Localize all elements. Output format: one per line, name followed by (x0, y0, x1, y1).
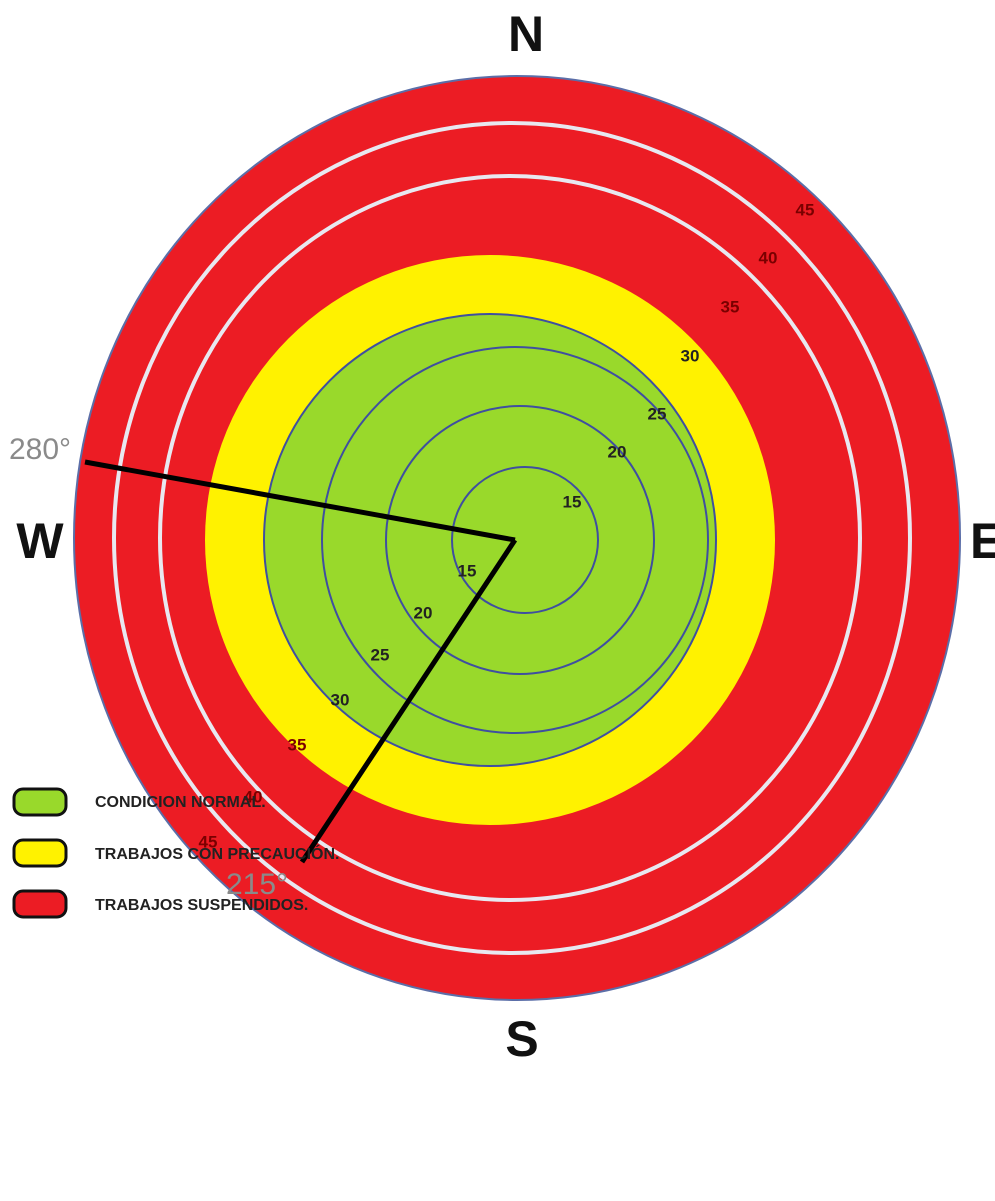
ring-label: 40 (759, 248, 778, 267)
ring-label: 35 (721, 297, 740, 316)
ring-label: 15 (563, 492, 582, 511)
legend-label: TRABAJOS SUSPENDIDOS. (95, 897, 308, 914)
legend-label: TRABAJOS CON PRECAUCIÓN. (95, 844, 339, 863)
ring-label: 40 (244, 787, 263, 806)
ring-line (112, 121, 912, 955)
ring-label: 20 (414, 603, 433, 622)
south-label: S (505, 1011, 538, 1067)
ring-label: 25 (648, 404, 667, 423)
legend-swatch (12, 787, 68, 817)
legend: CONDICION NORMAL. TRABAJOS CON PRECAUCIÓ… (12, 787, 339, 919)
ring-label: 25 (371, 645, 390, 664)
angle-label: 215° (226, 868, 288, 901)
legend-label: CONDICION NORMAL. (95, 794, 266, 811)
ring-label: 45 (796, 200, 815, 219)
ring-label: 35 (288, 735, 307, 754)
ring-labels: 15 20 25 30 35 40 45 15 20 25 30 35 40 45 (199, 200, 815, 851)
sector-line (84, 459, 516, 543)
ring-line (158, 174, 862, 902)
ring-label: 30 (681, 346, 700, 365)
ring-line (321, 346, 709, 734)
north-label: N (508, 6, 544, 62)
ring-label: 45 (199, 832, 218, 851)
ring-label: 15 (458, 561, 477, 580)
ring-label: 30 (331, 690, 350, 709)
ring-line (451, 466, 599, 614)
ring-line (385, 405, 655, 675)
west-label: W (16, 513, 64, 569)
legend-swatch (12, 889, 68, 919)
sector-line (299, 538, 518, 864)
ring-label: 20 (608, 442, 627, 461)
angle-label: 280° (9, 433, 71, 466)
east-label: E (970, 513, 995, 569)
zones (73, 75, 961, 1001)
legend-swatch (12, 838, 68, 868)
green-zone (263, 313, 717, 767)
